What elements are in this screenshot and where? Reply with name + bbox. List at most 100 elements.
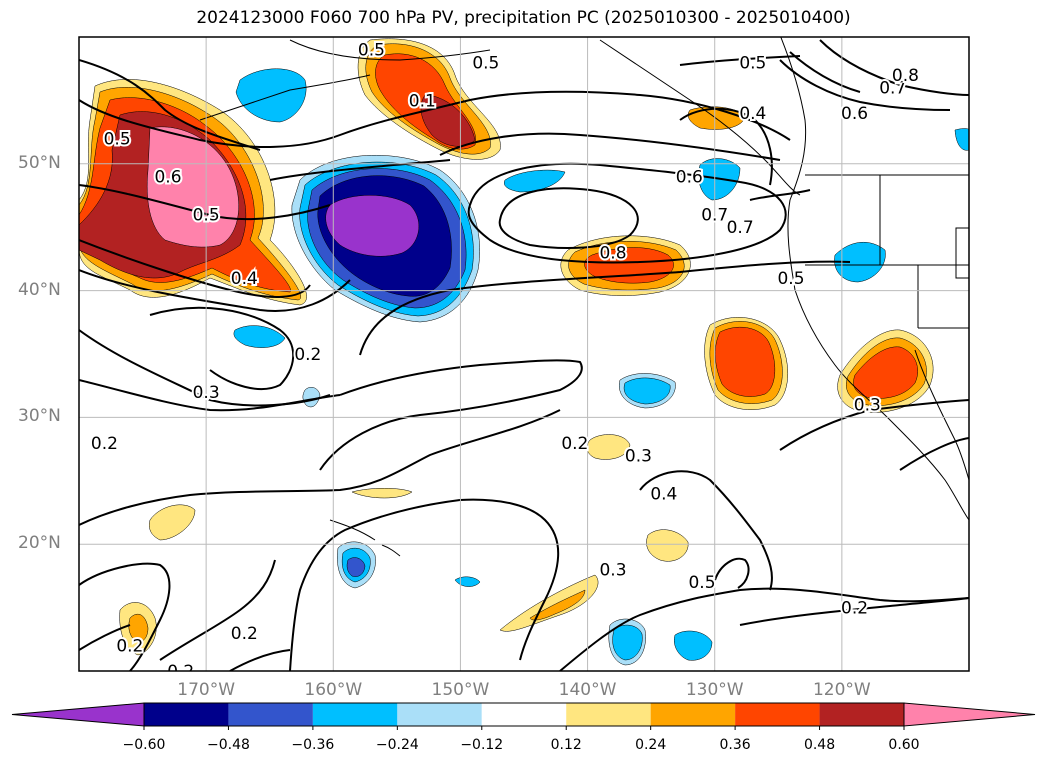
precip-shade-30 xyxy=(128,613,149,643)
colorbar-segment-2 xyxy=(312,703,398,726)
colorbar-segment-1 xyxy=(228,703,313,726)
contour-label-19: 0.6 xyxy=(841,104,868,124)
contour-label-9: 0.2 xyxy=(91,434,118,454)
contour-label-23: 0.4 xyxy=(650,484,677,504)
colorbar-tick-label-9: 0.60 xyxy=(888,737,920,753)
contour-label-15: 0.8 xyxy=(599,244,626,264)
contour-label-12: 0.6 xyxy=(676,167,703,187)
contour-label-20: 0.7 xyxy=(879,79,906,99)
precip-shade-34 xyxy=(504,169,566,193)
coastline-6 xyxy=(381,544,401,557)
contour-label-28: 0.2 xyxy=(231,624,258,644)
pv-contour-13 xyxy=(79,409,561,526)
coastline-3 xyxy=(289,39,491,61)
colorbar-segment-7 xyxy=(735,703,820,726)
contour-label-21: 0.8 xyxy=(892,66,919,86)
pv-contour-10 xyxy=(439,132,781,161)
coastline-5 xyxy=(329,519,376,541)
colorbar-tick-label-8: 0.48 xyxy=(803,737,836,753)
pv-contour-27 xyxy=(779,59,951,111)
pv-contour-20 xyxy=(559,587,969,671)
contour-label-7: 0.3 xyxy=(193,383,220,403)
precip-shade-19 xyxy=(715,326,776,397)
colorbar-tick-label-5: 0.12 xyxy=(550,737,582,753)
precip-shade-27 xyxy=(646,529,689,562)
colorbar-tick-label-6: 0.24 xyxy=(635,737,667,753)
contour-label-11: 0.3 xyxy=(625,446,652,466)
contour-label-27: 0.2 xyxy=(116,637,143,657)
lat-tick-label-3: 20°N xyxy=(18,533,61,554)
precip-shade-41 xyxy=(346,557,366,577)
pv-contour-11 xyxy=(269,159,451,181)
pv-contour-12 xyxy=(149,306,295,390)
precip-shade-24 xyxy=(529,589,586,621)
precip-shade-22 xyxy=(853,346,918,399)
pv-contour-14 xyxy=(319,359,583,471)
coastline-0 xyxy=(780,37,969,521)
pv-contour-1 xyxy=(79,90,791,148)
contour-label-10: 0.2 xyxy=(561,434,588,454)
contour-label-25: 0.5 xyxy=(688,573,715,593)
lon-tick-label-4: 130°W xyxy=(685,680,744,700)
contour-label-17: 0.4 xyxy=(739,104,766,124)
precip-shade-46 xyxy=(954,128,969,151)
colorbar-segment-8 xyxy=(819,703,904,726)
lon-tick-label-5: 120°W xyxy=(812,680,871,700)
contour-label-14: 0.7 xyxy=(727,218,754,238)
colorbar-segment-6 xyxy=(650,703,736,726)
colorbar-segment-3 xyxy=(397,703,482,726)
pv-contour-24 xyxy=(779,399,969,451)
pv-contour-8 xyxy=(467,162,787,264)
contour-label-18: 0.5 xyxy=(739,53,766,73)
precip-shade-13 xyxy=(325,195,420,257)
colorbar-tick-label-7: 0.36 xyxy=(719,737,751,753)
pv-contour-17 xyxy=(159,559,276,661)
coastline-1 xyxy=(914,349,969,481)
contour-label-16: 0.5 xyxy=(777,269,804,289)
map-plot-area: 0.5 0.6 0.5 0.4 0.5 0.1 0.5 0.3 0.2 0.2 0.2 0.3 0.6 0… xyxy=(79,37,969,671)
colorbar-segment-4 xyxy=(481,703,567,726)
pv-contour-21 xyxy=(639,470,773,591)
contour-label-13: 0.7 xyxy=(701,206,728,226)
lon-tick-label-0: 170°W xyxy=(177,680,236,700)
contour-label-0: 0.5 xyxy=(104,129,131,149)
pv-contour-22 xyxy=(714,557,750,589)
lat-tick-label-1: 40°N xyxy=(18,279,61,300)
pv-contour-7 xyxy=(359,260,851,356)
contour-label-26: 0.2 xyxy=(841,599,868,619)
precip-shade-47 xyxy=(302,387,321,408)
lon-tick-label-3: 140°W xyxy=(558,680,617,700)
pv-contour-2 xyxy=(79,184,331,221)
pv-contour-15 xyxy=(79,562,171,671)
colorbar-extend-high xyxy=(903,702,1036,727)
colorbar-tick-label-4: −0.12 xyxy=(460,737,504,753)
lon-tick-label-1: 160°W xyxy=(304,680,363,700)
colorbar-segment-5 xyxy=(566,703,651,726)
lat-tick-label-2: 30°N xyxy=(18,406,61,427)
pv-contour-16 xyxy=(79,624,131,651)
lat-tick-label-0: 50°N xyxy=(18,152,61,173)
pv-contour-30 xyxy=(679,107,773,186)
precip-shade-38 xyxy=(623,377,671,405)
pv-contour-4 xyxy=(79,269,351,312)
pv-contour-9 xyxy=(498,187,639,249)
contour-label-22: 0.3 xyxy=(854,396,881,416)
colorbar-extend-low xyxy=(11,702,145,727)
coastline-4 xyxy=(199,74,371,121)
pv-contour-23 xyxy=(739,597,969,626)
contour-label-6: 0.5 xyxy=(472,53,499,73)
precip-shade-28 xyxy=(149,504,196,541)
precip-shade-33 xyxy=(233,325,286,348)
precip-shade-45 xyxy=(454,576,481,587)
pv-contour-28 xyxy=(819,39,969,96)
pv-contour-26 xyxy=(679,55,801,66)
contour-label-5: 0.1 xyxy=(409,91,436,111)
pv-contour-31 xyxy=(749,189,811,201)
pv-contour-19 xyxy=(289,498,560,671)
contour-label-1: 0.6 xyxy=(154,167,181,187)
state-border-lines xyxy=(805,174,969,329)
pv-contour-18 xyxy=(229,649,291,671)
pv-contour-0 xyxy=(79,59,261,151)
map-frame xyxy=(78,36,970,672)
